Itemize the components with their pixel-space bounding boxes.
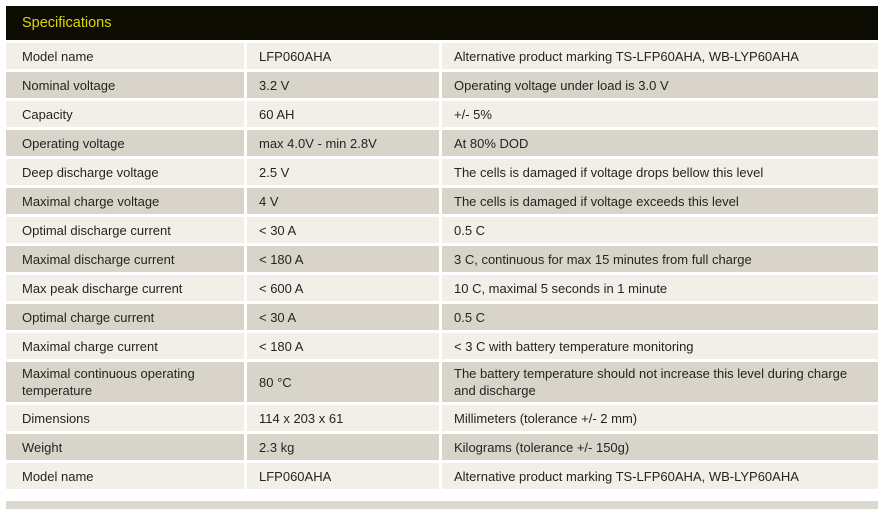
description-cell: +/- 5% <box>442 101 878 127</box>
param-cell: Dimensions <box>6 405 244 431</box>
spec-row: Nominal voltage 3.2 V Operating voltage un… <box>6 72 878 98</box>
table-header: Specifications <box>6 6 878 40</box>
value-cell: < 600 A <box>247 275 439 301</box>
description-cell: The battery temperature should not incre… <box>442 362 878 402</box>
param-cell: Model name <box>6 463 244 489</box>
param-cell: Max peak discharge current <box>6 275 244 301</box>
value-cell: 2.3 kg <box>247 434 439 460</box>
spec-row: Operating voltage max 4.0V - min 2.8V At 8… <box>6 130 878 156</box>
spec-row: Dimensions 114 x 203 x 61 Millimeters (tol… <box>6 405 878 431</box>
next-section-sliver <box>6 501 878 509</box>
value-cell: 4 V <box>247 188 439 214</box>
value-cell: < 180 A <box>247 333 439 359</box>
spec-row: Max peak discharge current < 600 A 10 C, m… <box>6 275 878 301</box>
value-cell: 2.5 V <box>247 159 439 185</box>
param-cell: Operating voltage <box>6 130 244 156</box>
spec-row: Optimal charge current < 30 A 0.5 C <box>6 304 878 330</box>
value-cell: 80 °C <box>247 362 439 402</box>
param-cell: Maximal charge current <box>6 333 244 359</box>
spec-row: Model name LFP060AHA Alternative product m… <box>6 43 878 69</box>
param-cell: Maximal continuous operating temperature <box>6 362 244 402</box>
param-cell: Nominal voltage <box>6 72 244 98</box>
spec-row: Deep discharge voltage 2.5 V The cells is … <box>6 159 878 185</box>
description-cell: 0.5 C <box>442 217 878 243</box>
param-cell: Deep discharge voltage <box>6 159 244 185</box>
description-cell: < 3 C with battery temperature monitorin… <box>442 333 878 359</box>
value-cell: < 30 A <box>247 217 439 243</box>
param-cell: Weight <box>6 434 244 460</box>
description-cell: Kilograms (tolerance +/- 150g) <box>442 434 878 460</box>
param-cell: Model name <box>6 43 244 69</box>
spec-row: Model name LFP060AHA Alternative product m… <box>6 463 878 489</box>
value-cell: 3.2 V <box>247 72 439 98</box>
value-cell: < 180 A <box>247 246 439 272</box>
value-cell: < 30 A <box>247 304 439 330</box>
value-cell: LFP060AHA <box>247 43 439 69</box>
description-cell: Alternative product marking TS-LFP60AHA,… <box>442 463 878 489</box>
value-cell: 60 AH <box>247 101 439 127</box>
param-cell: Capacity <box>6 101 244 127</box>
description-cell: At 80% DOD <box>442 130 878 156</box>
description-cell: 3 C, continuous for max 15 minutes from … <box>442 246 878 272</box>
param-cell: Optimal charge current <box>6 304 244 330</box>
spec-row: Maximal charge voltage 4 V The cells is da… <box>6 188 878 214</box>
table-body: Model name LFP060AHA Alternative product m… <box>6 43 878 489</box>
value-cell: LFP060AHA <box>247 463 439 489</box>
spec-row: Optimal discharge current < 30 A 0.5 C <box>6 217 878 243</box>
description-cell: 10 C, maximal 5 seconds in 1 minute <box>442 275 878 301</box>
table-title: Specifications <box>22 15 112 31</box>
specifications-table: Specifications Model name LFP060AHA Altern… <box>6 6 878 489</box>
description-cell: Millimeters (tolerance +/- 2 mm) <box>442 405 878 431</box>
description-cell: 0.5 C <box>442 304 878 330</box>
spec-row: Maximal continuous operating temperature… <box>6 362 878 402</box>
spec-row: Capacity 60 AH +/- 5% <box>6 101 878 127</box>
spec-row: Maximal charge current < 180 A < 3 C with … <box>6 333 878 359</box>
param-cell: Optimal discharge current <box>6 217 244 243</box>
param-cell: Maximal discharge current <box>6 246 244 272</box>
param-cell: Maximal charge voltage <box>6 188 244 214</box>
value-cell: max 4.0V - min 2.8V <box>247 130 439 156</box>
description-cell: The cells is damaged if voltage exceeds … <box>442 188 878 214</box>
description-cell: The cells is damaged if voltage drops be… <box>442 159 878 185</box>
value-cell: 114 x 203 x 61 <box>247 405 439 431</box>
spec-row: Weight 2.3 kg Kilograms (tolerance +/- 150… <box>6 434 878 460</box>
description-cell: Operating voltage under load is 3.0 V <box>442 72 878 98</box>
description-cell: Alternative product marking TS-LFP60AHA,… <box>442 43 878 69</box>
